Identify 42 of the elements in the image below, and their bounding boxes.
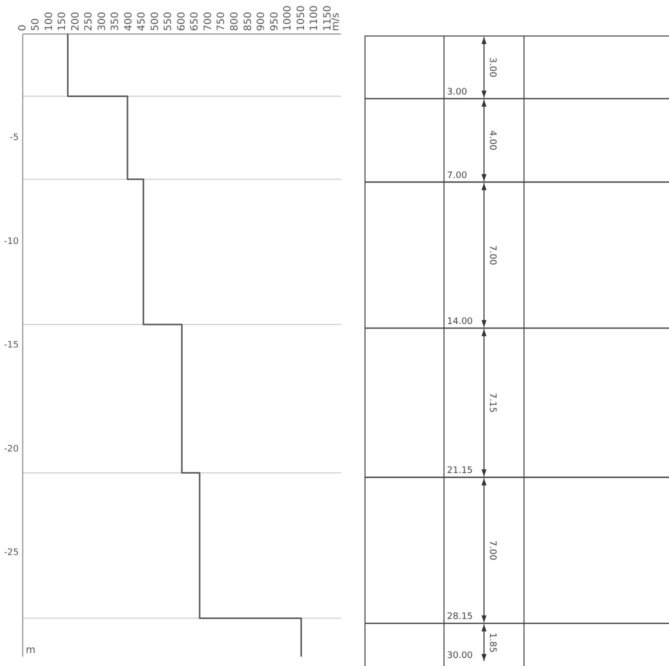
data-label: 3.00 xyxy=(487,57,498,78)
text: 7.00 xyxy=(447,170,468,181)
x-tick-label: 950 xyxy=(269,12,280,31)
x-tick-label: 500 xyxy=(150,12,161,31)
data-label: 7.00 xyxy=(487,245,498,266)
x-tick-label: 150 xyxy=(57,12,68,31)
text: 3.00 xyxy=(447,87,468,98)
x-tick-label: 300 xyxy=(96,12,108,31)
text: 14.00 xyxy=(447,316,474,327)
x-tick-label: 550 xyxy=(163,12,174,31)
text: 30.00 xyxy=(447,650,474,661)
x2-axis-title: m/s xyxy=(330,12,342,31)
x-tick-label: 700 xyxy=(202,12,214,31)
y-tick-label: -15 xyxy=(4,340,19,351)
data-label: 4.00 xyxy=(487,130,498,151)
text: 21.15 xyxy=(447,466,473,476)
x-tick-label: 0 xyxy=(17,24,28,31)
data-label: 1.85 xyxy=(487,632,498,653)
y-tick-label: -5 xyxy=(10,133,19,144)
x-tick-label: 400 xyxy=(123,12,134,31)
x-tick-label: 1100 xyxy=(309,6,320,31)
x-tick-label: 450 xyxy=(136,12,148,31)
x-tick-label: 100 xyxy=(44,12,55,31)
y-tick-label: -10 xyxy=(4,236,19,247)
x-tick-label: 800 xyxy=(229,12,240,31)
text: 28.15 xyxy=(447,612,473,622)
x-tick-label: 250 xyxy=(84,12,95,31)
y-axis-title: m xyxy=(26,645,36,656)
x-tick-label: 750 xyxy=(216,12,228,31)
data-label: 7.00 xyxy=(487,540,498,561)
x-tick-label: 50 xyxy=(30,18,42,31)
x-tick-label: 350 xyxy=(110,12,122,31)
y-tick-label: -25 xyxy=(4,548,19,558)
x-tick-label: 200 xyxy=(70,12,82,31)
x-tick-label: 850 xyxy=(242,12,254,31)
x-tick-label: 1050 xyxy=(296,6,307,31)
x-tick-label: 1000 xyxy=(282,6,294,31)
x-tick-label: 650 xyxy=(190,12,201,31)
y-tick-label: -20 xyxy=(4,444,19,454)
x-tick-label: 600 xyxy=(176,12,188,31)
data-label: 7.15 xyxy=(487,392,498,413)
x-tick-label: 900 xyxy=(256,12,268,31)
